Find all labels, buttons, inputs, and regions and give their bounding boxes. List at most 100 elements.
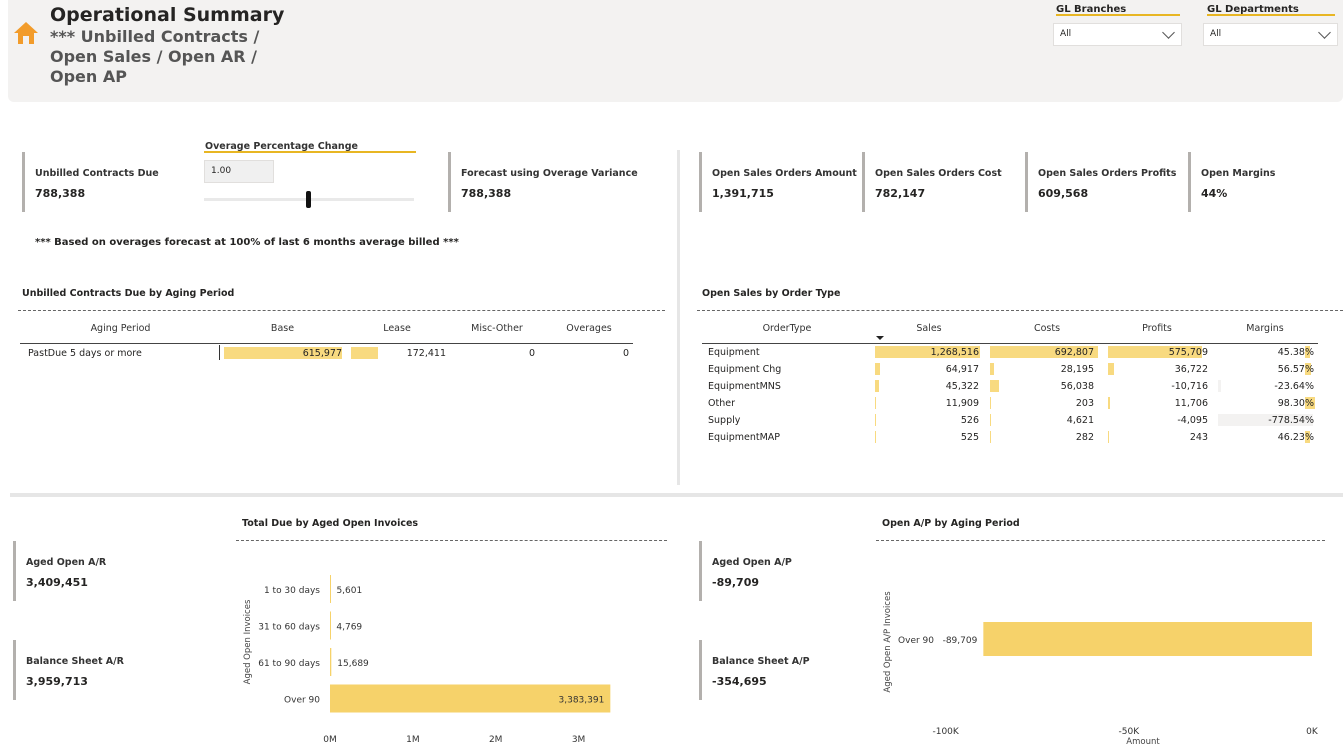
divider (18, 310, 665, 311)
data-label: 3,383,391 (559, 696, 605, 706)
category-label: 1 to 30 days (264, 586, 320, 596)
column-header[interactable]: Aging Period (90, 323, 151, 334)
column-header[interactable]: OrderType (762, 323, 812, 334)
chevron-down-icon (1318, 26, 1331, 39)
category-label: Over 90 (284, 696, 320, 706)
column-header[interactable]: Base (270, 323, 295, 334)
bar (330, 684, 611, 713)
margins-cell: 56.57% (1277, 364, 1314, 375)
sales-bar (875, 431, 876, 443)
order-type-cell: Equipment (708, 347, 760, 358)
sales-cell: 45,322 (945, 381, 979, 392)
profits-bar (1108, 346, 1202, 358)
sales-cell: 526 (960, 415, 979, 426)
sales-bar (875, 363, 880, 375)
order-type-cell: Supply (708, 415, 741, 426)
lease-cell: 172,411 (406, 348, 446, 359)
ar-card-value: 3,959,713 (26, 675, 88, 688)
gl-departments-dropdown[interactable]: All (1203, 23, 1338, 46)
costs-bar (990, 414, 991, 426)
x-tick-label: 2M (489, 735, 503, 745)
column-rule (219, 345, 220, 360)
card-accent (699, 541, 702, 601)
column-header[interactable]: Overages (566, 323, 612, 334)
base-cell: 615,977 (302, 348, 342, 359)
costs-bar (990, 346, 1098, 358)
margins-neg-bar (1218, 414, 1313, 426)
card-accent (22, 152, 25, 212)
divider (876, 540, 1325, 541)
sort-desc-icon[interactable] (876, 336, 884, 340)
costs-bar (990, 397, 991, 409)
section-divider (10, 493, 1343, 497)
x-tick-label: 0K (1306, 727, 1319, 737)
sales-bar (875, 380, 879, 392)
open-ap-chart: Aged Open A/P Invoices Over 90 -89,709 -100… (883, 591, 1319, 747)
profits-bar (1108, 397, 1110, 409)
sales-cell: 525 (960, 432, 979, 443)
overage-note: *** Based on overages forecast at 100% o… (35, 237, 459, 248)
overage-underline (204, 151, 416, 153)
y-axis-label: Aged Open A/P Invoices (883, 591, 893, 693)
gl-branches-dropdown[interactable]: All (1053, 23, 1182, 46)
x-tick-label: -50K (1119, 727, 1141, 737)
base-bar (224, 347, 342, 359)
category-label: 61 to 90 days (258, 659, 320, 669)
divider (697, 310, 1343, 311)
column-header[interactable]: Sales (916, 323, 942, 334)
card-accent (448, 152, 451, 212)
ap-card-value: -89,709 (712, 576, 760, 589)
margins-bar (1305, 346, 1310, 358)
open-sales-card-value: 782,147 (875, 187, 926, 200)
chart-title-ap: Open A/P by Aging Period (882, 518, 1020, 529)
card-accent (13, 541, 16, 601)
column-header[interactable]: Lease (383, 323, 411, 334)
data-label: 15,689 (337, 659, 369, 669)
card-accent (862, 152, 865, 212)
open-sales-card-label: Open Sales Orders Amount (712, 168, 857, 179)
section-divider (677, 150, 680, 485)
y-axis-label: Aged Open Invoices (243, 599, 253, 684)
lease-bar (351, 347, 378, 359)
profits-bar (1108, 363, 1114, 375)
order-type-cell: Other (708, 398, 735, 409)
bar (983, 622, 1312, 656)
bar (330, 611, 331, 640)
profits-cell: 11,706 (1174, 398, 1208, 409)
gl-branches-label: GL Branches (1056, 4, 1127, 15)
costs-cell: 692,807 (1054, 347, 1094, 358)
margins-bar (1305, 431, 1310, 443)
column-header[interactable]: Costs (1033, 323, 1061, 334)
sales-bar (875, 346, 980, 358)
card-accent (699, 152, 702, 212)
column-header[interactable]: Profits (1142, 323, 1172, 334)
costs-cell: 282 (1075, 432, 1094, 443)
data-label: 4,769 (336, 623, 362, 633)
bar (330, 648, 332, 676)
profits-cell: 36,722 (1174, 364, 1208, 375)
costs-bar (990, 380, 999, 392)
x-tick-label: 3M (572, 735, 586, 745)
margins-cell: -778.54% (1268, 415, 1314, 426)
profits-cell: -4,095 (1177, 415, 1208, 426)
overages-cell: 0 (622, 348, 629, 359)
open-sales-card-label: Open Sales Orders Cost (875, 168, 1002, 179)
overage-input[interactable]: 1.00 (204, 160, 274, 183)
sales-bar (875, 397, 876, 409)
chart-title-ar: Total Due by Aged Open Invoices (242, 518, 419, 529)
data-label: -89,709 (943, 636, 978, 646)
open-sales-card-label: Open Margins (1201, 168, 1276, 179)
x-tick-label: -100K (932, 727, 959, 737)
page-subtitle: *** Unbilled Contracts / Open Sales / Op… (50, 27, 260, 86)
aging-table-title: Unbilled Contracts Due by Aging Period (22, 288, 235, 299)
ap-card-label: Balance Sheet A/P (712, 656, 810, 667)
header-rule (702, 343, 1318, 344)
open-sales-card-label: Open Sales Orders Profits (1038, 168, 1177, 179)
unbilled-card-label: Unbilled Contracts Due (35, 168, 159, 179)
misc-cell: 0 (528, 348, 535, 359)
column-header[interactable]: Margins (1246, 323, 1284, 334)
overage-slider-handle[interactable] (306, 191, 311, 208)
home-icon[interactable] (12, 20, 40, 46)
ap-card-value: -354,695 (712, 675, 767, 688)
column-header[interactable]: Misc-Other (471, 323, 523, 334)
